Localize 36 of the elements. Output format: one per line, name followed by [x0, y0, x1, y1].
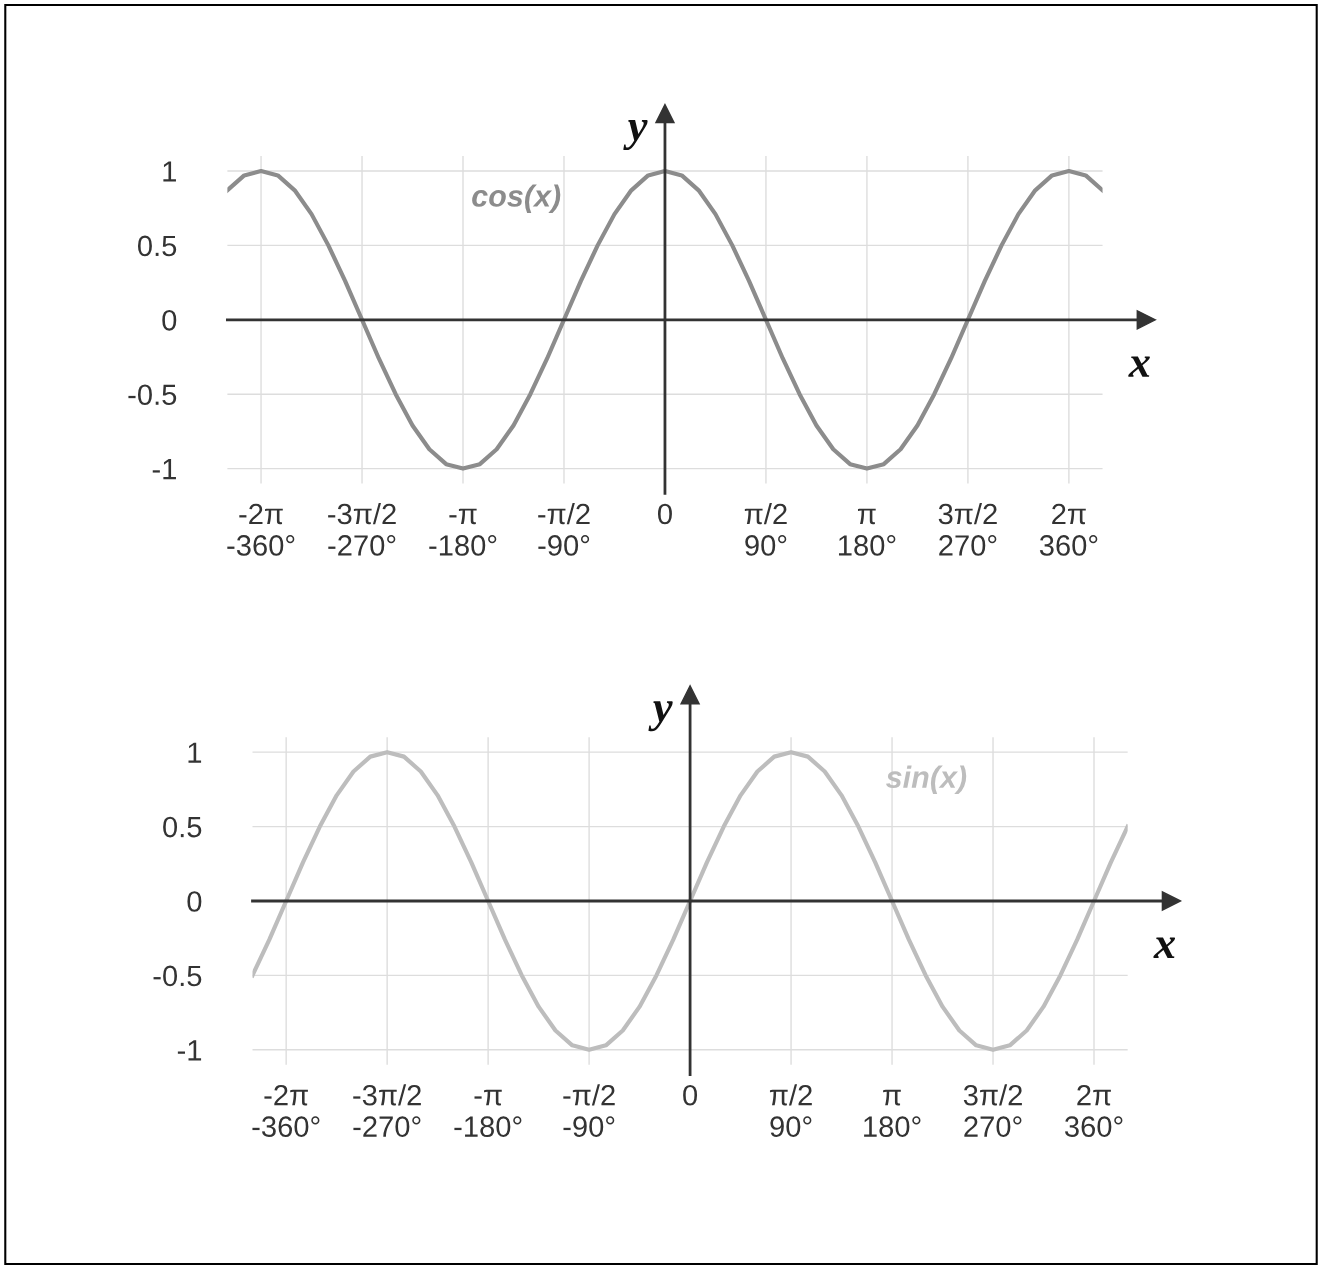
x-tick-label: π 180°	[838, 508, 896, 556]
y-tick-label: 0	[187, 891, 202, 912]
y-tick-label: 1	[163, 161, 176, 182]
x-tick-label: 2π 360°	[1039, 503, 1098, 556]
y-tick-label: 0.5	[137, 235, 177, 257]
y-axis-title: y	[648, 701, 673, 732]
x-axis-title: x	[1153, 937, 1176, 959]
line-series	[227, 168, 1103, 471]
x-tick-label: π 180°	[864, 1089, 921, 1137]
x-tick-label: 2π 360°	[1064, 1084, 1123, 1137]
y-tick-label: 0.5	[163, 816, 202, 838]
y-tick-label: -1	[177, 1040, 202, 1061]
x-tick-label: 0	[658, 503, 672, 525]
x-tick-label: -3π/2 -270°	[353, 1084, 421, 1137]
x-tick-label: -π -180°	[429, 508, 497, 556]
y-tick-label: -1	[152, 459, 176, 480]
series-label: cos(x)	[472, 184, 561, 213]
x-tick-label: π/2 90°	[744, 502, 787, 556]
y-axis-title: y	[623, 120, 648, 151]
x-tick-label: -3π/2 -270°	[328, 502, 396, 556]
x-tick-label: -2π -360°	[252, 1084, 320, 1137]
x-tick-label: -π/2 -90°	[538, 502, 590, 556]
x-tick-label: π/2 90°	[769, 1084, 812, 1137]
x-tick-label: 3π/2 270°	[938, 502, 997, 556]
x-tick-label: 3π/2 270°	[963, 1084, 1022, 1137]
x-axis-title: x	[1128, 356, 1150, 377]
x-tick-label: -π -180°	[454, 1089, 522, 1137]
y-tick-label: -0.5	[153, 965, 202, 987]
x-tick-label: -2π -360°	[227, 503, 295, 556]
line-series	[252, 750, 1128, 1052]
x-tick-label: 0	[683, 1084, 698, 1106]
y-tick-label: 1	[188, 742, 202, 763]
y-tick-label: 0	[162, 309, 177, 331]
x-tick-label: -π/2 -90°	[563, 1084, 615, 1137]
y-tick-label: -0.5	[128, 384, 177, 406]
series-label: sin(x)	[885, 765, 967, 795]
